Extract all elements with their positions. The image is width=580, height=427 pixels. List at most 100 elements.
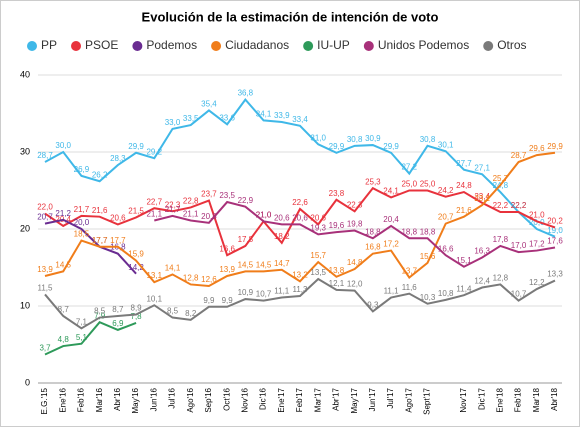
data-label: 23,5 [219,191,235,200]
data-label: 17,7 [92,236,108,245]
legend-label: Unidos Podemos [378,38,469,52]
data-label: 22,3 [165,200,181,209]
data-label: 13,8 [329,266,345,275]
series-line [154,200,556,268]
data-label: 11,4 [456,284,472,293]
data-label: 17,0 [511,241,527,250]
data-label: 6,9 [112,319,124,328]
data-label: 4,8 [58,335,70,344]
data-label: 28,7 [37,151,53,160]
data-label: 33,5 [183,114,199,123]
data-label: 29,9 [128,142,144,151]
data-label: 33,9 [274,111,290,120]
data-label: 17,6 [547,237,563,246]
data-label: 22,7 [146,197,162,206]
data-label: 29,9 [547,142,563,151]
data-label: 25,0 [420,180,436,189]
data-label: 12,1 [329,279,345,288]
data-label: 24,1 [383,187,399,196]
data-label: 20,7 [37,213,53,222]
x-tick-label: Dic'16 [259,387,268,410]
series-line [44,218,137,275]
data-label: 26,9 [74,165,90,174]
x-tick-label: Mar'16 [95,387,104,412]
data-label: 3,7 [39,344,51,353]
x-tick-label: Sept'17 [423,387,432,414]
data-label: 35,4 [201,100,217,109]
data-label: 10,1 [146,294,162,303]
data-label: 10,3 [420,293,436,302]
data-label: 11,1 [384,287,400,296]
data-label: 15,9 [128,250,144,259]
legend-label: Ciudadanos [225,38,289,52]
data-label: 23,4 [474,192,490,201]
data-label: 34,1 [256,110,272,119]
data-label: 22,9 [238,196,254,205]
data-label: 17,7 [92,236,108,245]
legend-label: IU-UP [317,38,350,52]
y-tick-label: 10 [20,300,30,310]
data-label: 30,9 [365,134,381,143]
legend-label: Podemos [146,38,197,52]
data-label: 29,6 [529,144,545,153]
data-label: 21,2 [55,209,71,218]
data-label: 12,8 [493,274,509,283]
data-label: 29,2 [146,147,162,156]
data-label: 19,8 [347,220,363,229]
data-label: 25,0 [401,180,417,189]
legend-marker [363,41,374,51]
x-tick-label: Ene'17 [277,387,286,412]
x-tick-label: Mar'17 [313,387,322,412]
data-label: 29,9 [383,142,399,151]
data-label: 21,0 [529,210,545,219]
x-tick-label: Abr'16 [113,387,122,410]
data-label: 21,0 [256,210,272,219]
x-tick-label: Mar'18 [532,387,541,412]
x-tick-label: E.G.'15 [40,387,49,414]
data-label: 30,0 [55,141,71,150]
data-label: 9,9 [203,296,215,305]
x-tick-label: Feb'18 [514,387,523,412]
data-label: 20,0 [529,218,545,227]
data-label: 20,6 [110,213,126,222]
data-label: 22,6 [292,198,308,207]
data-label: 10,7 [256,290,272,299]
data-label: 33,0 [165,118,181,127]
data-label: 30,1 [438,140,454,149]
data-label: 11,5 [38,284,54,293]
data-label: 8,7 [58,305,70,314]
legend-marker [132,41,143,51]
data-label: 8,5 [94,307,106,316]
data-label: 21,6 [92,206,108,215]
data-label: 9,9 [222,296,234,305]
x-tick-label: May'16 [131,387,140,413]
data-label: 18,2 [274,232,290,241]
data-label: 14,1 [165,264,181,273]
data-label: 25,7 [493,174,509,183]
series-line [44,277,556,330]
data-label: 27,2 [401,163,417,172]
x-tick-label: Sep'16 [204,387,213,412]
data-label: 13,7 [401,267,417,276]
data-label: 10,7 [511,290,527,299]
data-label: 22,0 [37,203,53,212]
data-label: 30,8 [347,135,363,144]
x-tick-label: Dic'17 [477,387,486,410]
data-label: 23,1 [474,194,490,203]
data-label: 21,7 [165,205,181,214]
y-tick-label: 40 [20,69,30,79]
data-label: 21,7 [74,205,90,214]
data-label: 24,2 [438,186,454,195]
data-label: 18,8 [420,227,436,236]
legend-marker [27,41,37,51]
data-label: 7,8 [131,312,143,321]
data-label: 27,1 [474,163,490,172]
x-tick-label: Ago'17 [404,387,413,412]
data-label: 36,8 [238,89,254,98]
data-label: 7,9 [94,311,106,320]
data-label: 9,3 [367,300,379,309]
data-label: 13,5 [310,268,326,277]
legend-label: PP [41,38,57,52]
data-label: 18,8 [401,227,417,236]
